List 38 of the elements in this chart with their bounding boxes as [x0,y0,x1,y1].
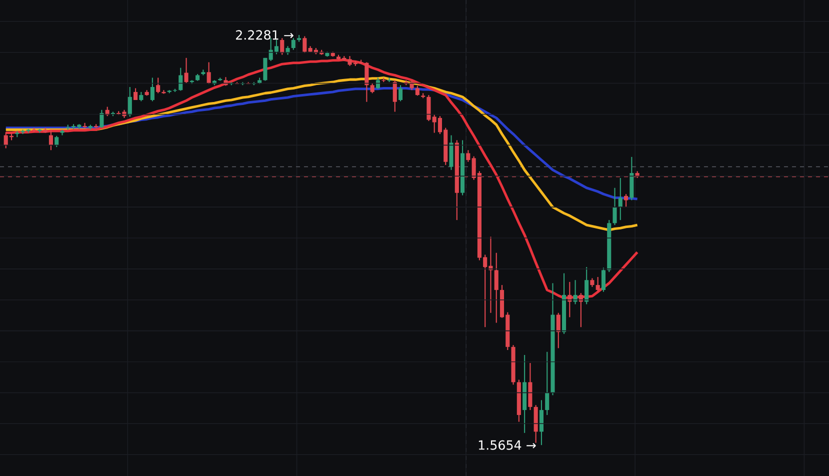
annotation: 2.2281 → [236,30,294,40]
candlestick [392,80,397,112]
candlestick [466,150,470,162]
candlestick [387,77,392,83]
candlestick [150,77,154,102]
candlestick [494,252,498,324]
candlestick [398,84,403,102]
candlestick [291,38,296,50]
candlestick [370,82,374,94]
candlestick [139,91,144,102]
candlestick [156,77,160,94]
candlestick [178,67,183,92]
candlestick [624,194,628,208]
candlestick [415,85,420,96]
candlestick [128,86,132,118]
candlestick [302,36,307,54]
candlestick [618,177,622,221]
candlestick [54,135,59,148]
candlestick [105,106,110,117]
candlestick [596,276,600,292]
annotation: 1.5654 → [478,440,536,450]
candlestick [364,62,369,102]
candlestick [60,129,64,136]
candlestick [545,351,550,416]
candlestick [539,400,544,446]
candlestick [134,88,138,101]
candlestick [100,109,104,128]
candlestick [584,266,589,305]
candlestick [612,187,617,226]
candlestick [48,129,53,151]
candlestick [556,312,560,349]
candlestick [601,267,606,292]
candlestick [426,94,431,122]
candlestick [206,62,211,84]
candlestick [162,90,166,94]
candlestick [263,57,268,82]
candlestick [280,38,284,56]
candlestick [184,57,188,84]
